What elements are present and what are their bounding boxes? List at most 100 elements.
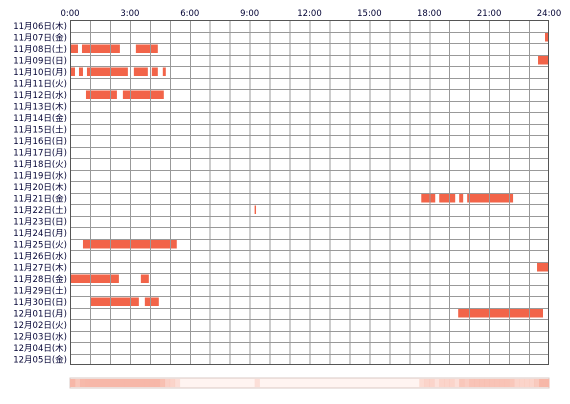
summary-cell bbox=[544, 379, 550, 387]
row-label: 11月11日(火) bbox=[13, 80, 67, 90]
x-tick-label: 21:00 bbox=[477, 9, 502, 19]
activity-bar bbox=[537, 263, 549, 272]
row-label: 11月12日(水) bbox=[13, 90, 67, 101]
row-label: 12月04日(木) bbox=[13, 343, 67, 354]
row-label: 12月05日(金) bbox=[13, 355, 67, 366]
summary-cell bbox=[159, 379, 166, 387]
row-label: 11月27日(木) bbox=[13, 263, 67, 274]
summary-cell bbox=[454, 379, 460, 387]
x-tick-label: 24:00 bbox=[537, 9, 562, 19]
x-tick-label: 15:00 bbox=[357, 9, 382, 19]
activity-bar bbox=[81, 44, 120, 53]
summary-cell bbox=[114, 379, 121, 387]
summary-cell bbox=[429, 379, 435, 387]
summary-cell bbox=[494, 379, 500, 387]
summary-cell bbox=[514, 379, 520, 387]
activity-bar bbox=[86, 67, 128, 76]
summary-cell bbox=[439, 379, 445, 387]
row-label: 11月23日(日) bbox=[13, 218, 67, 228]
activity-bar bbox=[538, 56, 549, 65]
row-label: 11月10日(月) bbox=[13, 68, 67, 78]
row-label: 11月13日(木) bbox=[13, 102, 67, 113]
summary-cell bbox=[124, 379, 131, 387]
activity-bar bbox=[421, 194, 436, 203]
row-label: 11月06日(木) bbox=[13, 21, 67, 32]
summary-cell bbox=[459, 379, 465, 387]
summary-cell bbox=[149, 379, 156, 387]
activity-bar bbox=[459, 194, 464, 203]
row-label: 11月19日(水) bbox=[13, 171, 67, 182]
x-tick-label: 0:00 bbox=[60, 9, 79, 19]
summary-cell bbox=[99, 379, 106, 387]
x-tick-label: 3:00 bbox=[120, 9, 139, 19]
summary-cell bbox=[484, 379, 490, 387]
summary-cell bbox=[109, 379, 116, 387]
activity-bar bbox=[135, 44, 158, 53]
row-label: 11月18日(火) bbox=[13, 160, 67, 170]
row-label: 11月08日(土) bbox=[13, 44, 67, 55]
row-label: 11月07日(金) bbox=[13, 33, 67, 44]
activity-bar bbox=[85, 90, 117, 99]
activity-bar bbox=[90, 297, 139, 306]
summary-cell bbox=[70, 379, 76, 387]
summary-cell bbox=[424, 379, 430, 387]
summary-cell bbox=[474, 379, 480, 387]
row-label: 11月14日(金) bbox=[13, 113, 67, 124]
plot-border bbox=[70, 20, 549, 365]
summary-cell bbox=[94, 379, 101, 387]
activity-bar bbox=[140, 274, 149, 283]
row-label: 11月25日(火) bbox=[13, 241, 67, 251]
activity-bar bbox=[78, 67, 83, 76]
summary-cell bbox=[469, 379, 475, 387]
row-label: 11月17日(月) bbox=[13, 149, 67, 159]
activity-bar bbox=[254, 205, 257, 214]
summary-cell bbox=[174, 379, 181, 387]
activity-bar bbox=[545, 33, 549, 42]
activity-bar bbox=[122, 90, 164, 99]
row-label: 11月16日(日) bbox=[13, 137, 67, 147]
row-label: 11月20日(木) bbox=[13, 182, 67, 193]
summary-cell bbox=[464, 379, 470, 387]
summary-cell bbox=[534, 379, 540, 387]
summary-cell bbox=[434, 379, 440, 387]
activity-bar bbox=[70, 67, 75, 76]
summary-cell bbox=[104, 379, 111, 387]
row-label: 12月03日(水) bbox=[13, 332, 67, 343]
x-tick-label: 6:00 bbox=[180, 9, 199, 19]
row-label: 11月21日(金) bbox=[13, 194, 67, 205]
summary-cell bbox=[84, 379, 91, 387]
activity-bar bbox=[70, 44, 78, 53]
summary-cell bbox=[164, 379, 171, 387]
row-label: 11月28日(金) bbox=[13, 274, 67, 285]
row-label: 11月22日(土) bbox=[13, 205, 67, 216]
summary-cell bbox=[144, 379, 151, 387]
summary-cell bbox=[529, 379, 535, 387]
summary-cell bbox=[519, 379, 525, 387]
row-label: 11月15日(土) bbox=[13, 125, 67, 136]
summary-cell bbox=[169, 379, 176, 387]
activity-bar bbox=[162, 67, 166, 76]
summary-cell bbox=[444, 379, 450, 387]
row-label: 12月01日(月) bbox=[13, 310, 67, 320]
x-tick-label: 18:00 bbox=[417, 9, 442, 19]
summary-cell bbox=[509, 379, 515, 387]
row-label: 12月02日(火) bbox=[13, 321, 67, 331]
row-label: 11月24日(月) bbox=[13, 229, 67, 239]
activity-bar bbox=[70, 274, 119, 283]
row-label: 11月26日(水) bbox=[13, 251, 67, 262]
summary-cell bbox=[524, 379, 530, 387]
activity-bar bbox=[439, 194, 456, 203]
summary-cell bbox=[499, 379, 505, 387]
summary-cell bbox=[134, 379, 141, 387]
summary-cell bbox=[504, 379, 510, 387]
summary-cell bbox=[449, 379, 455, 387]
summary-cell bbox=[129, 379, 136, 387]
summary-cell bbox=[154, 379, 161, 387]
summary-cell bbox=[539, 379, 545, 387]
summary-cell bbox=[119, 379, 126, 387]
summary-cell bbox=[139, 379, 146, 387]
summary-cell bbox=[419, 379, 425, 387]
row-label: 11月30日(日) bbox=[13, 298, 67, 308]
